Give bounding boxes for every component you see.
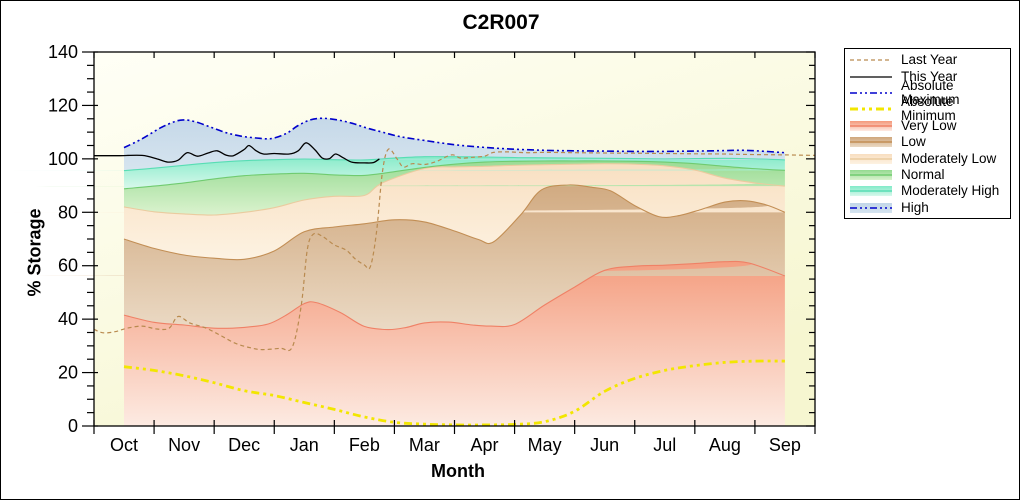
line-absolute-minimum — [123, 359, 785, 427]
line-last-year — [93, 148, 816, 352]
chart-title: C2R007 — [462, 11, 540, 34]
legend-swatch-very-low — [850, 120, 892, 131]
legend-swatch-normal — [850, 169, 892, 180]
legend-label: Absolute Maximum — [901, 77, 960, 107]
legend-swatch-moderately-high — [850, 186, 892, 197]
legend-item-absolute-maximum: Absolute Maximum — [850, 78, 1010, 106]
legend-item-last-year: Last Year — [850, 52, 1010, 68]
legend-item-high: High — [850, 200, 1010, 216]
x-tick-label: Feb — [349, 435, 380, 455]
y-tick-label: 120 — [48, 95, 78, 115]
x-tick-label: Mar — [409, 435, 440, 455]
x-tick-label: Jun — [590, 435, 619, 455]
y-axis-title: % Storage — [24, 208, 45, 297]
x-tick-label: Sep — [769, 435, 801, 455]
legend-label: Moderately High — [901, 183, 1000, 199]
band-normal — [1, 160, 785, 216]
x-tick-label: Nov — [168, 435, 200, 455]
legend-label: Normal — [901, 166, 945, 182]
x-tick-label: Apr — [470, 435, 498, 455]
band-edge-low — [123, 184, 786, 261]
y-tick-label: 140 — [48, 42, 78, 62]
legend-item-low: Low — [850, 134, 1010, 150]
legend-item-moderately-high: Moderately High — [850, 183, 1010, 199]
axis-ticks — [82, 51, 816, 434]
band-edge-moderately-low — [123, 163, 785, 216]
x-tick-label: Jan — [290, 435, 319, 455]
x-tick-label: Jul — [653, 435, 676, 455]
band-edges-layer — [123, 156, 786, 331]
lines-layer — [93, 117, 816, 427]
y-tick-label: 80 — [58, 202, 78, 222]
line-absolute-maximum — [123, 117, 785, 154]
legend-item-moderately-low: Moderately Low — [850, 150, 1010, 166]
band-moderately-low — [1, 163, 785, 260]
legend-label: High — [901, 199, 929, 215]
band-edge-normal — [123, 160, 785, 190]
legend-item-absolute-minimum: Absolute Minimum — [850, 95, 1010, 123]
legend-item-this-year: This Year — [850, 68, 1010, 84]
legend-swatch-low — [850, 137, 892, 148]
legend-swatch-absolute-minimum — [850, 107, 892, 111]
legend-label: Last Year — [901, 52, 958, 68]
y-tick-label: 100 — [48, 149, 78, 169]
legend-label: This Year — [901, 68, 958, 84]
x-tick-label: Dec — [228, 435, 260, 455]
y-tick-label: 40 — [58, 309, 78, 329]
x-axis-title: Month — [431, 461, 485, 481]
line-this-year — [93, 142, 380, 164]
x-tick-label: May — [528, 435, 562, 455]
legend: Last Year This Year Absolute Maximum Absolu… — [844, 48, 1011, 219]
legend-swatch-absolute-maximum — [850, 92, 892, 94]
band-very-low — [1, 261, 785, 427]
x-tick-label: Aug — [709, 435, 741, 455]
band-high — [1, 118, 785, 171]
bands-layer — [1, 118, 785, 427]
legend-item-normal: Normal — [850, 167, 1010, 183]
band-edge-very-low — [123, 260, 786, 331]
legend-swatch-last-year — [850, 59, 892, 61]
legend-item-very-low: Very Low — [850, 118, 1010, 134]
band-edge-moderately-high — [123, 156, 785, 172]
axis-tick-labels: 0 20 40 60 80 100 120 140 Oct Nov Dec Jan Feb Mar Apr M… — [48, 42, 801, 455]
legend-label: Moderately Low — [901, 150, 997, 166]
legend-label: Low — [901, 134, 926, 150]
y-tick-label: 0 — [68, 416, 78, 436]
legend-swatch-high — [850, 202, 892, 213]
legend-label: Very Low — [901, 117, 957, 133]
y-tick-label: 60 — [58, 256, 78, 276]
legend-label: Absolute Minimum — [901, 94, 956, 124]
x-tick-label: Oct — [110, 435, 138, 455]
band-low — [1, 184, 785, 330]
legend-swatch-moderately-low — [850, 153, 892, 164]
y-tick-label: 20 — [58, 363, 78, 383]
legend-swatch-this-year — [850, 75, 892, 78]
